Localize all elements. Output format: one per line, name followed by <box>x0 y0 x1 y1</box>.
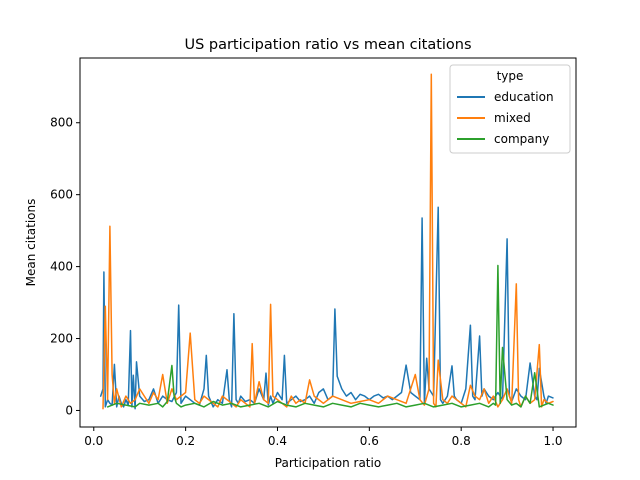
chart-title: US participation ratio vs mean citations <box>184 37 471 53</box>
legend-title: type <box>497 69 524 83</box>
plot-frame <box>79 57 577 428</box>
x-tick-label: 0.6 <box>360 434 379 448</box>
x-tick-label: 0.2 <box>176 434 195 448</box>
y-tick-label: 600 <box>50 188 73 202</box>
x-axis-label: Participation ratio <box>275 456 381 470</box>
x-tick-label: 0.8 <box>452 434 471 448</box>
series-layer <box>99 73 554 410</box>
y-tick-label: 0 <box>65 403 73 417</box>
x-tick-label: 0.4 <box>268 434 287 448</box>
series-line-company <box>106 264 554 408</box>
legend-label-company: company <box>494 132 549 146</box>
legend-label-education: education <box>494 90 554 104</box>
legend-box <box>449 64 571 154</box>
x-tick-label: 1.0 <box>543 434 562 448</box>
legend-label-mixed: mixed <box>494 111 531 125</box>
y-tick-label: 200 <box>50 332 73 346</box>
legend-entries: education mixed company <box>457 90 554 146</box>
x-tick-label: 0.0 <box>84 434 103 448</box>
legend: type education mixed company <box>449 64 571 154</box>
y-tick-label: 400 <box>50 260 73 274</box>
x-axis: 0.0 0.2 0.4 0.6 0.8 1.0 <box>84 427 563 448</box>
y-axis-label: Mean citations <box>24 199 38 287</box>
series-line-education <box>99 206 554 410</box>
series-line-mixed <box>102 73 554 410</box>
y-axis: 0 200 400 600 800 <box>50 116 80 417</box>
y-tick-label: 800 <box>50 116 73 130</box>
